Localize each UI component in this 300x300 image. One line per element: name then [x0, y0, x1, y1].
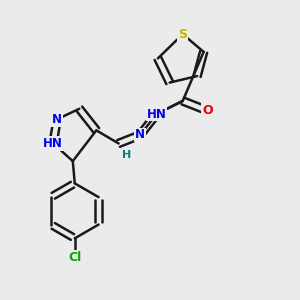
Text: N: N — [135, 128, 145, 142]
Text: O: O — [202, 104, 213, 117]
Text: HN: HN — [43, 137, 63, 150]
Text: N: N — [52, 113, 62, 126]
Text: HN: HN — [147, 107, 166, 121]
Text: S: S — [178, 28, 187, 41]
Text: H: H — [122, 150, 131, 160]
Text: Cl: Cl — [68, 251, 81, 265]
